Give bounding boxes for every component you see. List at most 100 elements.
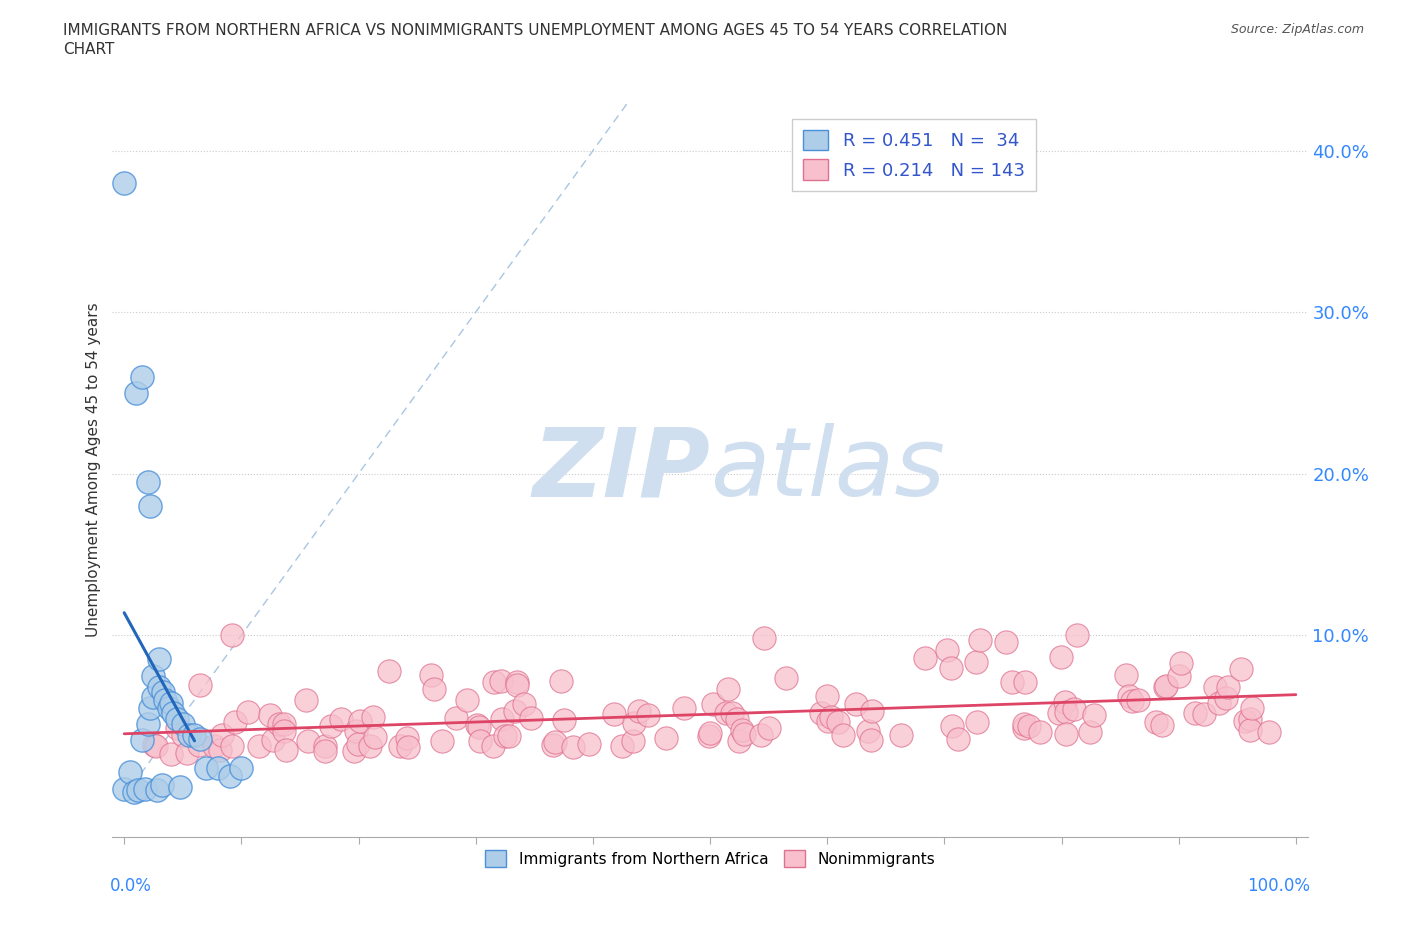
Point <box>122 784 145 799</box>
Point <box>142 737 165 752</box>
Point <box>1012 716 1035 731</box>
Point <box>148 652 170 667</box>
Point <box>1239 723 1261 737</box>
Point <box>498 728 520 743</box>
Point <box>155 692 177 707</box>
Point <box>725 711 748 726</box>
Point <box>623 715 645 730</box>
Point <box>845 697 868 711</box>
Point <box>188 731 212 746</box>
Point <box>207 760 229 775</box>
Point <box>131 733 153 748</box>
Point <box>221 738 243 753</box>
Point <box>758 721 780 736</box>
Point <box>202 739 225 754</box>
Point <box>544 735 567 750</box>
Point <box>221 628 243 643</box>
Point <box>218 768 240 783</box>
Point <box>714 706 737 721</box>
Point <box>673 701 696 716</box>
Point <box>468 734 491 749</box>
Point <box>349 714 371 729</box>
Point <box>578 737 600 751</box>
Point <box>491 711 513 726</box>
Point <box>276 743 298 758</box>
Point <box>420 668 443 683</box>
Point <box>131 369 153 384</box>
Point <box>148 680 170 695</box>
Point <box>465 718 488 733</box>
Point <box>1118 689 1140 704</box>
Point <box>1234 713 1257 728</box>
Point <box>1066 628 1088 643</box>
Point <box>699 725 721 740</box>
Point <box>183 728 205 743</box>
Point <box>1054 726 1077 741</box>
Point <box>506 677 529 692</box>
Point <box>948 731 970 746</box>
Point <box>136 716 159 731</box>
Point <box>965 655 987 670</box>
Point <box>727 733 749 748</box>
Legend: Immigrants from Northern Africa, Nonimmigrants: Immigrants from Northern Africa, Nonimmi… <box>479 844 941 873</box>
Point <box>832 727 855 742</box>
Point <box>134 781 156 796</box>
Point <box>231 760 253 775</box>
Point <box>359 738 381 753</box>
Point <box>177 728 200 743</box>
Point <box>860 703 883 718</box>
Text: atlas: atlas <box>710 423 945 516</box>
Point <box>136 474 159 489</box>
Point <box>1154 679 1177 694</box>
Point <box>297 734 319 749</box>
Point <box>775 671 797 685</box>
Point <box>169 779 191 794</box>
Point <box>494 729 516 744</box>
Point <box>749 727 772 742</box>
Point <box>211 727 233 742</box>
Point <box>1029 724 1052 739</box>
Text: Source: ZipAtlas.com: Source: ZipAtlas.com <box>1230 23 1364 36</box>
Point <box>456 692 478 707</box>
Point <box>627 704 650 719</box>
Point <box>1063 701 1085 716</box>
Point <box>172 727 194 742</box>
Point <box>1208 696 1230 711</box>
Point <box>1078 724 1101 739</box>
Text: 0.0%: 0.0% <box>110 877 152 896</box>
Point <box>731 723 754 737</box>
Point <box>423 682 446 697</box>
Point <box>1170 656 1192 671</box>
Point <box>1168 669 1191 684</box>
Point <box>120 765 141 780</box>
Point <box>430 734 453 749</box>
Point <box>1216 680 1239 695</box>
Point <box>150 777 173 792</box>
Point <box>512 697 534 711</box>
Point <box>969 632 991 647</box>
Text: ZIP: ZIP <box>531 423 710 516</box>
Point <box>1215 691 1237 706</box>
Point <box>1018 719 1040 734</box>
Point <box>1054 705 1077 720</box>
Point <box>125 386 148 401</box>
Y-axis label: Unemployment Among Ages 45 to 54 years: Unemployment Among Ages 45 to 54 years <box>86 302 101 637</box>
Point <box>733 727 755 742</box>
Point <box>343 744 366 759</box>
Point <box>1153 679 1175 694</box>
Text: IMMIGRANTS FROM NORTHERN AFRICA VS NONIMMIGRANTS UNEMPLOYMENT AMONG AGES 45 TO 5: IMMIGRANTS FROM NORTHERN AFRICA VS NONIM… <box>63 23 1008 38</box>
Point <box>914 650 936 665</box>
Point <box>1258 724 1281 739</box>
Point <box>482 738 505 753</box>
Point <box>224 714 246 729</box>
Point <box>553 712 575 727</box>
Point <box>396 739 419 754</box>
Point <box>506 674 529 689</box>
Point <box>344 724 367 738</box>
Point <box>697 729 720 744</box>
Point <box>941 718 963 733</box>
Point <box>139 498 162 513</box>
Point <box>1239 711 1261 726</box>
Point <box>112 781 135 796</box>
Point <box>754 631 776 645</box>
